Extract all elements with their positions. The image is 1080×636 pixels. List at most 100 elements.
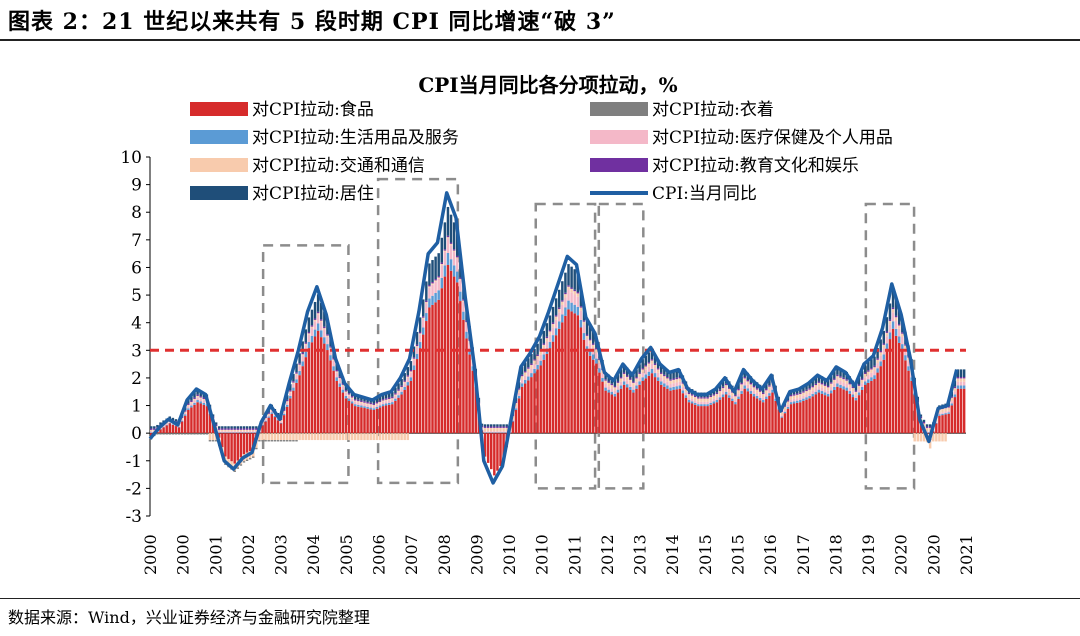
bar-segment (533, 360, 536, 364)
bar-segment (496, 424, 499, 427)
bar-segment (604, 383, 607, 388)
bar-segment (171, 417, 175, 421)
bar-segment (462, 311, 465, 320)
bar-segment (681, 382, 685, 384)
bar-segment (536, 364, 539, 370)
bar-segment (320, 337, 323, 434)
legend-swatch (590, 130, 648, 144)
bar-segment (573, 291, 576, 295)
bar-segment (369, 402, 372, 405)
bar-segment (709, 397, 712, 401)
bar-segment (554, 319, 558, 329)
bar-segment (267, 440, 270, 442)
bar-segment (721, 391, 725, 395)
bar-segment (465, 338, 468, 434)
bar-segment (752, 390, 756, 394)
bar-segment (672, 386, 675, 390)
bar-segment (833, 383, 836, 387)
bar-segment (755, 395, 759, 399)
bar-segment (375, 433, 379, 441)
bar-segment (267, 416, 270, 418)
bar-segment (907, 360, 910, 367)
x-tick-label: 2001 (206, 534, 225, 575)
bar-segment (953, 394, 957, 398)
bar-segment (270, 410, 274, 413)
bar-segment (616, 374, 620, 382)
bar-segment (165, 424, 168, 426)
bar-segment (536, 354, 539, 357)
bar-segment (792, 403, 796, 434)
bar-segment (270, 440, 274, 442)
bar-segment (397, 389, 400, 391)
bar-segment (384, 405, 388, 434)
bar-segment (867, 374, 870, 380)
bar-segment (755, 398, 759, 434)
bar-segment (610, 385, 614, 389)
bar-segment (434, 256, 437, 280)
bar-segment (252, 433, 255, 450)
bar-segment (740, 384, 743, 388)
bar-segment (622, 377, 626, 382)
bar-segment (378, 433, 382, 441)
bar-segment (493, 427, 496, 432)
bar-segment (610, 391, 614, 395)
cpi-line (148, 191, 959, 485)
bar-segment (925, 427, 929, 432)
bar-segment (595, 352, 598, 359)
bar-segment (873, 356, 876, 366)
bar-segment (724, 391, 728, 395)
bar-segment (276, 440, 280, 442)
bar-segment (857, 385, 861, 390)
bar-segment (588, 338, 592, 341)
bar-segment (632, 381, 635, 383)
bar-segment (641, 377, 644, 381)
bar-segment (320, 302, 323, 320)
bar-segment (576, 292, 580, 294)
bar-segment (675, 377, 678, 380)
bar-segment (320, 319, 323, 321)
bar-segment (731, 400, 734, 434)
bar-segment (524, 379, 527, 384)
bar-segment (295, 382, 298, 434)
bar-segment (490, 424, 493, 427)
bar-segment (443, 276, 447, 434)
bar-segment (820, 384, 824, 388)
bar-segment (180, 417, 184, 420)
bar-segment (901, 336, 904, 345)
bar-segment (282, 433, 286, 441)
bar-segment (715, 400, 719, 403)
bar-segment (412, 365, 416, 371)
bar-segment (545, 338, 549, 342)
bar-segment (168, 433, 172, 435)
bar-segment (239, 428, 243, 430)
x-tick-label: 2021 (957, 534, 976, 575)
bar-segment (647, 366, 651, 372)
bar-segment (823, 392, 827, 396)
bar-segment (323, 433, 326, 441)
bar-segment (728, 392, 731, 396)
bar-segment (904, 355, 907, 361)
bar-segment (554, 298, 558, 316)
bar-segment (304, 342, 308, 344)
bar-segment (561, 304, 564, 315)
bar-segment (162, 427, 165, 434)
bar-segment (261, 425, 264, 434)
bar-segment (690, 394, 694, 396)
bar-segment (295, 374, 298, 380)
bar-segment (607, 381, 610, 383)
bar-segment (418, 317, 422, 332)
bar-segment (341, 389, 345, 393)
bar-segment (409, 371, 413, 373)
bar-segment (783, 406, 787, 411)
bar-segment (524, 371, 527, 373)
bar-segment (783, 410, 787, 412)
bar-segment (758, 397, 762, 401)
bar-segment (663, 374, 666, 377)
bar-segment (384, 399, 388, 402)
bar-segment (607, 382, 610, 387)
bar-segment (360, 401, 363, 404)
bar-segment (465, 331, 468, 339)
bar-segment (595, 363, 598, 434)
bar-segment (403, 433, 406, 441)
bar-segment (372, 403, 376, 405)
